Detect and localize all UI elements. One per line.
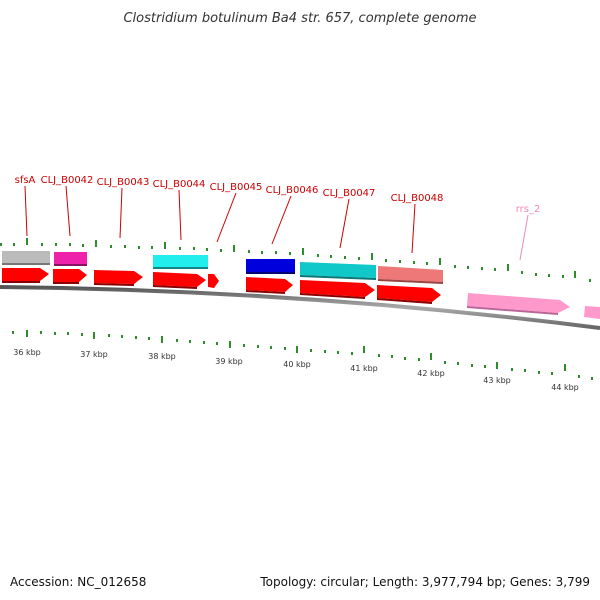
scale-label: 37 kbp (80, 350, 108, 359)
scale-label: 38 kbp (148, 352, 176, 361)
gene-arrow (2, 268, 49, 281)
arrow-shadows (2, 281, 432, 304)
lower-tick-track (12, 330, 593, 380)
gene-arrow (94, 270, 143, 284)
scale-label: 44 kbp (551, 383, 579, 392)
gene-box-CLJ_B0044 (153, 255, 208, 267)
gene-arrow (208, 274, 219, 288)
gene-label-sfsA: sfsA (15, 175, 36, 186)
gene-label-CLJ_B0042: CLJ_B0042 (41, 175, 94, 186)
genome-summary-text: Topology: circular; Length: 3,977,794 bp… (259, 575, 590, 589)
genome-backbone (0, 285, 600, 330)
gene-label-CLJ_B0047: CLJ_B0047 (323, 188, 376, 199)
gene-box-CLJ_B0047 (300, 262, 376, 278)
gene-box-CLJ_B0042 (54, 252, 87, 264)
rrna-arrow-rrs_2 (467, 293, 570, 313)
gene-label-CLJ_B0048: CLJ_B0048 (391, 193, 444, 204)
rrna-track (467, 293, 600, 319)
gene-box-CLJ_B0048 (378, 266, 443, 282)
scale-label: 36 kbp (13, 348, 41, 357)
gene-label-CLJ_B0045: CLJ_B0045 (210, 182, 263, 193)
scale-label: 40 kbp (283, 360, 311, 369)
accession-text: Accession: NC_012658 (10, 575, 146, 589)
scale-labels: 36 kbp 37 kbp 38 kbp 39 kbp 40 kbp 41 kb… (13, 348, 579, 392)
scale-label: 42 kbp (417, 369, 445, 378)
map-title: Clostridium botulinum Ba4 str. 657, comp… (123, 11, 476, 26)
gene-arrow (377, 285, 441, 302)
gene-label-CLJ_B0046: CLJ_B0046 (266, 185, 319, 196)
gene-label-CLJ_B0044: CLJ_B0044 (153, 179, 206, 190)
gene-label-CLJ_B0043: CLJ_B0043 (97, 177, 150, 188)
gene-box-CLJ_B0046 (246, 259, 295, 272)
gene-box-sfsA (2, 251, 50, 263)
gene-arrow (53, 269, 87, 282)
rrna-arrow-partial (584, 306, 600, 319)
label-leader-lines (24, 185, 529, 261)
gene-arrow (153, 272, 206, 287)
gene-arrow (300, 280, 375, 297)
gene-arrow (246, 277, 293, 292)
gene-labels: sfsA CLJ_B0042 CLJ_B0043 CLJ_B0044 CLJ_B… (15, 175, 541, 215)
gene-label-rrs_2: rrs_2 (516, 204, 541, 215)
feature-track-arrows (2, 268, 441, 302)
upper-tick-track (0, 238, 591, 282)
scale-label: 39 kbp (215, 357, 243, 366)
scale-label: 41 kbp (350, 364, 378, 373)
scale-label: 43 kbp (483, 376, 511, 385)
feature-track-upper (2, 251, 443, 284)
